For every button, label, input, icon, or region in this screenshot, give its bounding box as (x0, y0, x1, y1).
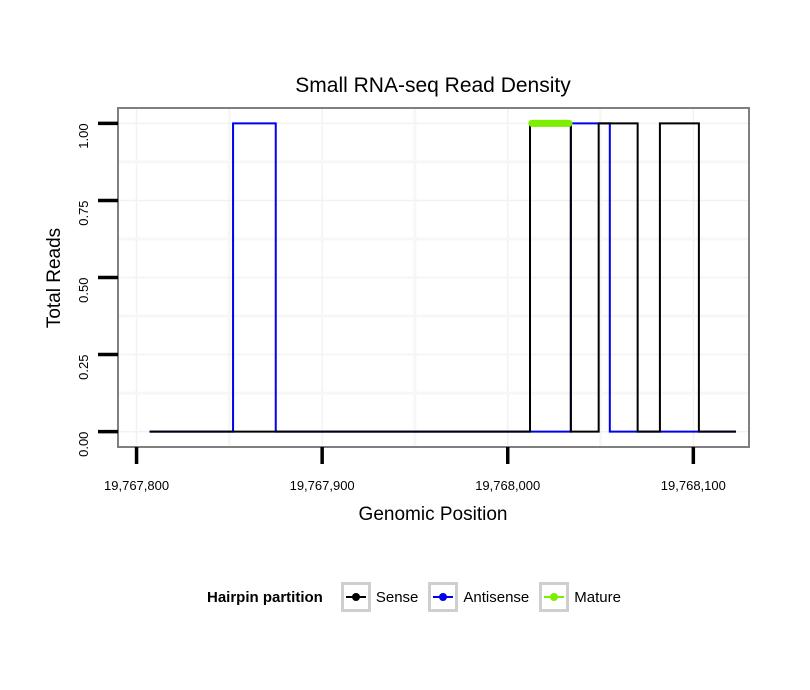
chart-title: Small RNA-seq Read Density (295, 74, 571, 97)
x-axis: 19,767,800 19,767,900 19,768,000 19,768,100 (104, 447, 726, 493)
legend-label-antisense: Antisense (463, 588, 530, 606)
legend-label-sense: Sense (375, 588, 419, 606)
y-tick-label: 1.00 (76, 123, 91, 148)
x-tick-label: 19,767,900 (290, 478, 355, 493)
legend-key-sense (340, 582, 371, 612)
x-tick-label: 19,767,800 (104, 478, 169, 493)
legend-label-mature: Mature (574, 588, 621, 606)
legend: Hairpin partition Sense Antisense Mature (207, 580, 631, 614)
y-axis: 0.00 0.25 0.50 0.75 1.00 (76, 121, 118, 457)
x-tick-label: 19,768,100 (661, 478, 726, 493)
y-tick-label: 0.75 (76, 200, 91, 225)
x-tick-label: 19,768,000 (475, 478, 540, 493)
y-tick-label: 0.00 (76, 432, 91, 457)
legend-item-mature: Mature (539, 582, 625, 612)
series-layer (149, 119, 737, 433)
legend-item-sense: Sense (340, 582, 423, 612)
y-tick-label: 0.50 (76, 278, 91, 303)
x-axis-label: Genomic Position (359, 504, 508, 525)
legend-key-mature (539, 582, 570, 612)
legend-title: Hairpin partition (207, 588, 323, 606)
y-axis-label: Total Reads (44, 228, 65, 328)
legend-item-antisense: Antisense (428, 582, 533, 612)
legend-key-antisense (428, 582, 459, 612)
y-tick-label: 0.25 (76, 355, 91, 380)
